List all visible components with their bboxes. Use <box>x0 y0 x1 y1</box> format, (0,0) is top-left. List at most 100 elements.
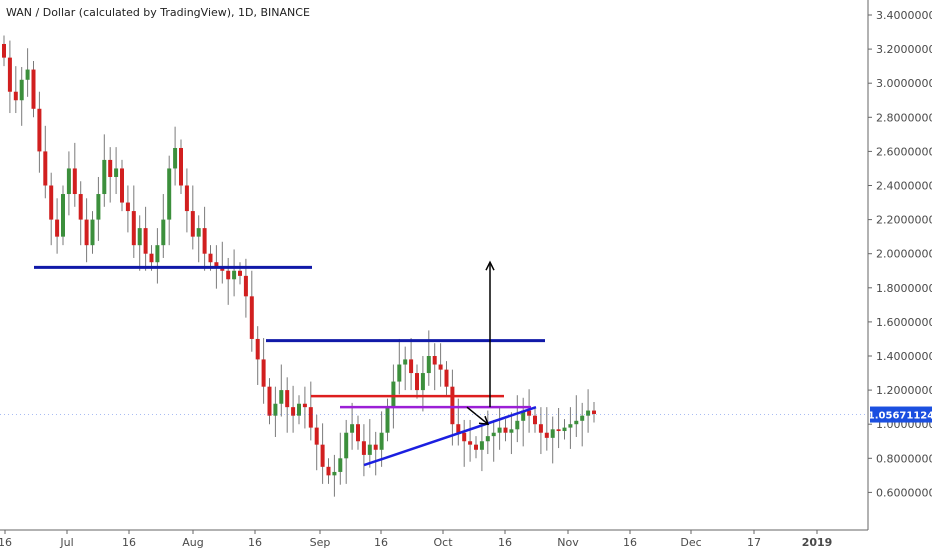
candle-down <box>592 410 596 414</box>
candle-down <box>285 390 290 408</box>
y-tick-label: 3.0000000 <box>876 77 932 90</box>
candle-up <box>509 429 514 433</box>
candle-down <box>314 427 319 445</box>
candle-down <box>261 359 266 387</box>
candle-down <box>320 444 325 467</box>
y-tick-label: 0.6000000 <box>876 486 932 499</box>
candle-down <box>356 424 360 442</box>
last-price-tag <box>870 406 932 423</box>
candle-down <box>432 356 437 365</box>
candle-down <box>415 373 419 391</box>
chart-title: WAN / Dollar (calculated by TradingView)… <box>6 6 310 19</box>
candle-down <box>527 410 532 416</box>
candle-up <box>403 359 408 365</box>
candle-down <box>143 228 148 254</box>
candle-down <box>474 444 478 450</box>
candle-down <box>249 296 254 339</box>
ascending-support-line <box>363 405 537 467</box>
candle-down <box>503 427 508 433</box>
candle-up <box>232 270 237 280</box>
candle-down <box>55 219 60 237</box>
x-tick-label: 16 <box>623 536 637 549</box>
candle-up <box>385 407 390 433</box>
candle-up <box>562 427 567 432</box>
y-tick-label: 1.2000000 <box>876 384 932 397</box>
x-tick-label: Jul <box>59 536 73 549</box>
candle-down <box>131 211 136 246</box>
candle-down <box>190 211 195 237</box>
candle-up <box>568 424 573 428</box>
x-tick-label: Sep <box>310 536 331 549</box>
candle-down <box>49 185 54 220</box>
candle-down <box>37 108 42 152</box>
candle-up <box>173 147 178 169</box>
small-arrowhead <box>478 415 490 426</box>
y-tick-label: 0.8000000 <box>876 452 932 465</box>
candle-down <box>214 262 219 268</box>
candle-down <box>84 219 89 246</box>
candle-down <box>544 432 549 438</box>
candle-up <box>350 424 355 433</box>
x-tick-label: Oct <box>433 536 453 549</box>
candle-up <box>196 228 201 237</box>
candle-up <box>155 245 160 263</box>
candle-up <box>61 194 65 237</box>
candle-up <box>586 410 591 416</box>
candle-down <box>13 91 18 101</box>
candle-down <box>308 407 313 428</box>
candle-down <box>43 151 48 186</box>
candle-down <box>202 228 207 254</box>
candle-up <box>279 390 284 404</box>
candle-down <box>7 57 12 92</box>
candle-down <box>238 270 242 276</box>
candle-down <box>255 338 260 360</box>
candle-up <box>66 168 71 195</box>
candle-up <box>137 228 142 246</box>
candle-up <box>96 194 101 220</box>
candle-down <box>120 168 124 203</box>
candle-up <box>161 219 166 246</box>
x-tick-label: 16 <box>122 536 136 549</box>
y-tick-label: 1.8000000 <box>876 282 932 295</box>
candle-up <box>379 432 384 450</box>
x-tick-label: 2019 <box>802 536 833 549</box>
y-tick-label: 2.8000000 <box>876 111 932 124</box>
x-tick-label: 16 <box>498 536 512 549</box>
target-arrowhead <box>485 260 495 271</box>
x-tick-label: 16 <box>248 536 262 549</box>
candle-down <box>373 444 378 450</box>
candle-up <box>426 356 431 374</box>
candle-up <box>391 381 396 408</box>
candle-up <box>491 432 496 437</box>
candle-down <box>208 253 213 263</box>
candle-down <box>409 359 414 374</box>
candle-down <box>220 267 225 271</box>
candle-down <box>149 253 154 263</box>
x-tick-label: Dec <box>680 536 701 549</box>
candle-up <box>338 458 343 472</box>
candle-up <box>367 444 372 455</box>
candle-up <box>485 436 490 442</box>
y-tick-label: 2.2000000 <box>876 214 932 227</box>
candle-up <box>332 471 337 476</box>
candle-down <box>450 386 455 425</box>
candle-down <box>184 185 189 212</box>
candle-up <box>90 219 95 246</box>
candle-down <box>533 415 537 425</box>
candle-up <box>25 69 30 80</box>
x-tick-label: 17 <box>747 536 761 549</box>
candle-down <box>361 441 366 455</box>
candle-down <box>444 369 449 387</box>
candle-up <box>521 410 526 421</box>
candle-up <box>273 403 278 416</box>
x-tick-label: 16 <box>374 536 388 549</box>
candle-down <box>326 466 331 476</box>
candle-down <box>226 270 231 280</box>
candle-down <box>302 403 307 408</box>
candle-down <box>78 194 83 220</box>
candle-up <box>497 427 502 433</box>
candle-up <box>515 420 520 430</box>
y-tick-label: 2.0000000 <box>876 248 932 261</box>
candle-up <box>479 441 484 450</box>
